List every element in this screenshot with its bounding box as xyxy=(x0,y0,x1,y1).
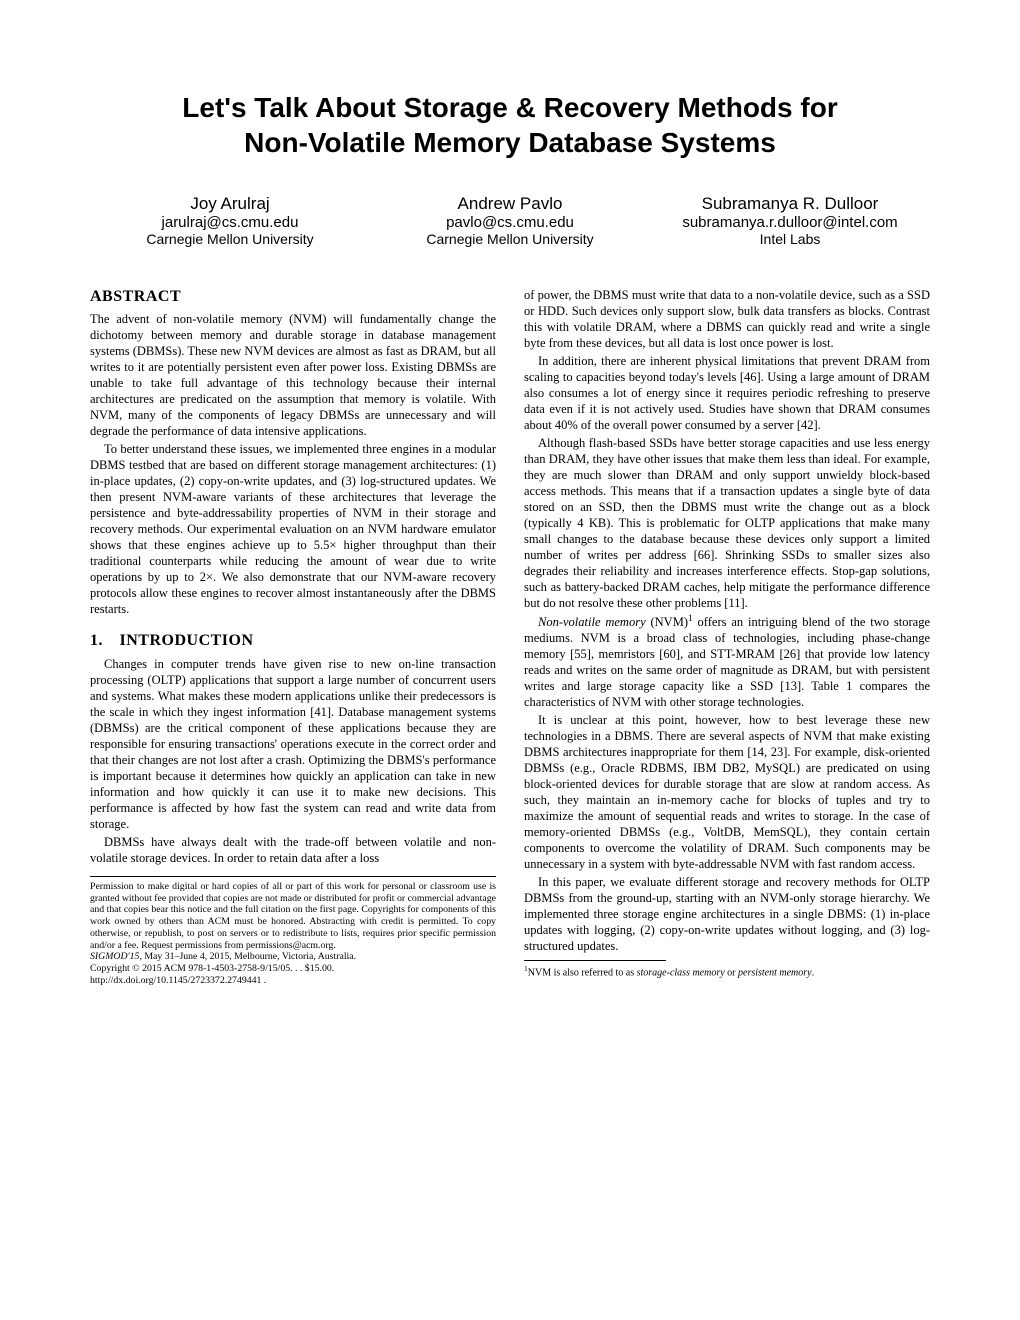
permission-venue-line: SIGMOD'15, May 31–June 4, 2015, Melbourn… xyxy=(90,951,496,963)
body-paragraph: In addition, there are inherent physical… xyxy=(524,353,930,433)
nvm-abbrev: (NVM) xyxy=(646,615,688,629)
two-column-body: ABSTRACT The advent of non-volatile memo… xyxy=(90,287,930,987)
paper-title: Let's Talk About Storage & Recovery Meth… xyxy=(90,90,930,160)
authors-block: Joy Arulraj jarulraj@cs.cmu.edu Carnegie… xyxy=(90,194,930,247)
footnote-em: storage-class memory xyxy=(637,967,725,978)
body-paragraph: In this paper, we evaluate different sto… xyxy=(524,874,930,954)
author-email: pavlo@cs.cmu.edu xyxy=(370,214,650,231)
title-line-1: Let's Talk About Storage & Recovery Meth… xyxy=(182,92,837,123)
author-email: subramanya.r.dulloor@intel.com xyxy=(650,214,930,231)
permission-venue: SIGMOD'15, xyxy=(90,951,142,962)
left-column: ABSTRACT The advent of non-volatile memo… xyxy=(90,287,496,987)
body-paragraph: Non-volatile memory (NVM)1 offers an int… xyxy=(524,613,930,710)
permission-text: Permission to make digital or hard copie… xyxy=(90,881,496,952)
permission-copyright: Copyright © 2015 ACM 978-1-4503-2758-9/1… xyxy=(90,963,496,975)
title-line-2: Non-Volatile Memory Database Systems xyxy=(244,127,776,158)
section-heading-introduction: 1. INTRODUCTION xyxy=(90,631,496,651)
paper-page: Let's Talk About Storage & Recovery Meth… xyxy=(0,0,1020,1320)
body-text: offers an intriguing blend of the two st… xyxy=(524,615,930,709)
body-paragraph: of power, the DBMS must write that data … xyxy=(524,287,930,351)
footnote-text-mid: or xyxy=(725,967,738,978)
body-paragraph: Although flash-based SSDs have better st… xyxy=(524,435,930,611)
author-affiliation: Carnegie Mellon University xyxy=(370,231,650,247)
intro-paragraph: Changes in computer trends have given ri… xyxy=(90,656,496,832)
abstract-heading: ABSTRACT xyxy=(90,287,496,307)
permission-doi: http://dx.doi.org/10.1145/2723372.274944… xyxy=(90,975,496,987)
author-name: Subramanya R. Dulloor xyxy=(650,194,930,214)
right-column: of power, the DBMS must write that data … xyxy=(524,287,930,987)
intro-paragraph: DBMSs have always dealt with the trade-o… xyxy=(90,834,496,866)
permission-block: Permission to make digital or hard copie… xyxy=(90,881,496,987)
author-affiliation: Carnegie Mellon University xyxy=(90,231,370,247)
author-2: Andrew Pavlo pavlo@cs.cmu.edu Carnegie M… xyxy=(370,194,650,247)
abstract-paragraph: To better understand these issues, we im… xyxy=(90,441,496,617)
body-paragraph: It is unclear at this point, however, ho… xyxy=(524,712,930,872)
abstract-paragraph: The advent of non-volatile memory (NVM) … xyxy=(90,311,496,439)
permission-date: May 31–June 4, 2015, Melbourne, Victoria… xyxy=(142,951,356,962)
author-name: Joy Arulraj xyxy=(90,194,370,214)
author-3: Subramanya R. Dulloor subramanya.r.dullo… xyxy=(650,194,930,247)
footnote-text-end: . xyxy=(812,967,815,978)
footnote-text-pre: NVM is also referred to as xyxy=(528,967,637,978)
footnote-1: 1NVM is also referred to as storage-clas… xyxy=(524,964,930,979)
footnote-rule xyxy=(524,960,666,961)
author-1: Joy Arulraj jarulraj@cs.cmu.edu Carnegie… xyxy=(90,194,370,247)
author-email: jarulraj@cs.cmu.edu xyxy=(90,214,370,231)
author-affiliation: Intel Labs xyxy=(650,231,930,247)
footnote-em: persistent memory xyxy=(738,967,812,978)
permission-rule xyxy=(90,876,496,877)
author-name: Andrew Pavlo xyxy=(370,194,650,214)
nvm-term: Non-volatile memory xyxy=(538,615,646,629)
